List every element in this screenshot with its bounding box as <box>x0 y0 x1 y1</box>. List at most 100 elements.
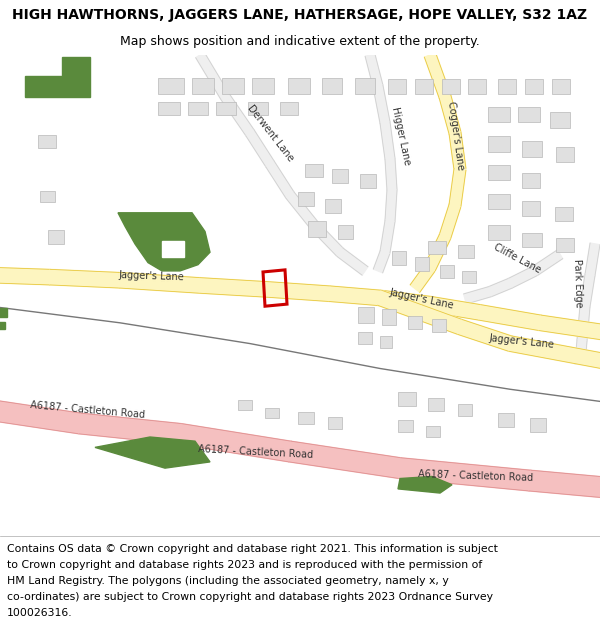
Polygon shape <box>449 168 466 206</box>
Bar <box>488 194 510 209</box>
Text: Higger Lane: Higger Lane <box>390 106 412 166</box>
Polygon shape <box>449 132 466 170</box>
Bar <box>308 221 326 237</box>
Text: HM Land Registry. The polygons (including the associated geometry, namely x, y: HM Land Registry. The polygons (includin… <box>7 576 449 586</box>
Polygon shape <box>0 400 82 434</box>
Bar <box>398 392 416 406</box>
Polygon shape <box>458 319 512 351</box>
Polygon shape <box>221 94 254 136</box>
Bar <box>488 107 510 123</box>
Text: Derwent Lane: Derwent Lane <box>245 102 295 163</box>
Polygon shape <box>377 291 422 320</box>
Bar <box>332 169 348 182</box>
Polygon shape <box>508 266 537 288</box>
Polygon shape <box>337 248 368 275</box>
Bar <box>382 309 396 325</box>
Text: Park Edge: Park Edge <box>572 259 584 308</box>
Bar <box>556 148 574 162</box>
Polygon shape <box>385 189 397 221</box>
Polygon shape <box>79 413 181 444</box>
Bar <box>222 78 244 94</box>
Bar <box>415 79 433 94</box>
Bar <box>358 308 374 323</box>
Bar <box>358 332 372 344</box>
Polygon shape <box>529 470 600 498</box>
Polygon shape <box>0 268 50 285</box>
Polygon shape <box>289 441 401 478</box>
Polygon shape <box>439 204 461 239</box>
Bar <box>428 398 444 411</box>
Polygon shape <box>464 287 491 304</box>
Bar <box>518 107 540 123</box>
Bar <box>522 232 542 247</box>
Polygon shape <box>196 52 229 99</box>
Bar <box>442 79 460 94</box>
Bar <box>158 78 184 94</box>
Text: A6187 - Castleton Road: A6187 - Castleton Road <box>30 401 146 421</box>
Bar <box>555 206 573 221</box>
Polygon shape <box>385 159 397 190</box>
Bar <box>248 102 268 115</box>
Bar <box>392 251 406 264</box>
Text: to Crown copyright and database rights 2023 and is reproduced with the permissio: to Crown copyright and database rights 2… <box>7 560 482 570</box>
Polygon shape <box>380 122 395 159</box>
Polygon shape <box>286 192 319 229</box>
Bar <box>0 322 5 329</box>
Polygon shape <box>25 57 90 96</box>
Text: HIGH HAWTHORNS, JAGGERS LANE, HATHERSAGE, HOPE VALLEY, S32 1AZ: HIGH HAWTHORNS, JAGGERS LANE, HATHERSAGE… <box>13 8 587 22</box>
Bar <box>305 164 323 177</box>
Bar <box>426 426 440 437</box>
Text: A6187 - Castleton Road: A6187 - Castleton Road <box>418 469 533 482</box>
Polygon shape <box>479 305 541 331</box>
Polygon shape <box>200 278 271 298</box>
Bar <box>40 191 55 202</box>
Polygon shape <box>311 222 344 256</box>
Bar <box>325 199 341 212</box>
Polygon shape <box>575 340 587 365</box>
Bar <box>252 78 274 94</box>
Bar <box>415 258 429 271</box>
Bar <box>462 271 476 283</box>
Polygon shape <box>95 437 210 468</box>
Bar <box>338 225 353 239</box>
Bar <box>388 79 406 94</box>
Bar <box>522 201 540 216</box>
Bar <box>158 102 180 115</box>
Bar <box>498 413 514 427</box>
Polygon shape <box>509 336 600 370</box>
Text: 100026316.: 100026316. <box>7 608 73 618</box>
Polygon shape <box>329 286 380 306</box>
Bar <box>48 231 64 244</box>
Polygon shape <box>365 54 383 88</box>
Bar <box>380 336 392 348</box>
Polygon shape <box>246 130 274 167</box>
Polygon shape <box>119 272 200 293</box>
Text: Jagger's Lane: Jagger's Lane <box>388 287 454 310</box>
Bar <box>488 136 510 151</box>
Bar <box>162 241 184 258</box>
Bar <box>360 174 376 188</box>
Polygon shape <box>439 95 461 134</box>
Bar <box>328 418 342 429</box>
Bar <box>530 418 546 432</box>
Bar <box>498 79 516 94</box>
Bar <box>458 404 472 416</box>
Bar <box>488 225 510 240</box>
Bar <box>408 316 422 329</box>
Bar <box>522 173 540 188</box>
Polygon shape <box>398 476 452 493</box>
Bar <box>188 102 208 115</box>
Bar <box>322 78 342 94</box>
Bar <box>238 399 252 410</box>
Bar <box>38 135 56 148</box>
Polygon shape <box>373 85 390 124</box>
Bar <box>298 192 314 206</box>
Bar <box>280 102 298 115</box>
Polygon shape <box>380 220 395 253</box>
Polygon shape <box>488 279 512 296</box>
Polygon shape <box>585 243 600 276</box>
Polygon shape <box>178 424 292 462</box>
Text: Jagger's Lane: Jagger's Lane <box>488 333 554 350</box>
Polygon shape <box>429 296 481 320</box>
Polygon shape <box>399 458 531 491</box>
